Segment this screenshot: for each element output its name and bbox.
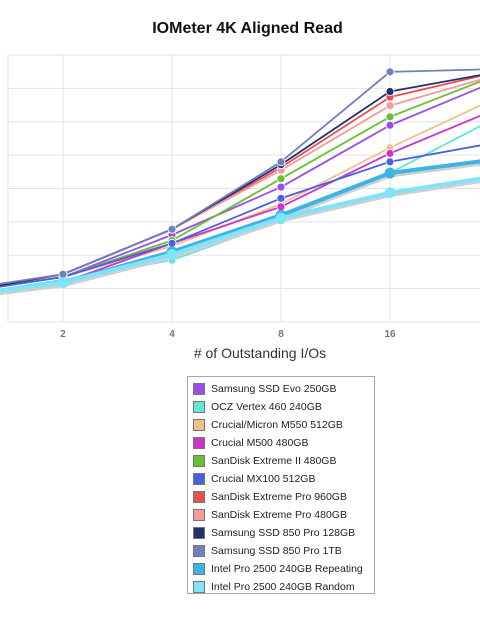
data-point[interactable] <box>385 87 395 96</box>
series-path <box>0 75 480 287</box>
x-tick-label: 8 <box>278 329 284 340</box>
data-point[interactable] <box>57 277 69 289</box>
data-point[interactable] <box>276 157 286 167</box>
series-line <box>0 74 480 287</box>
legend-swatch <box>193 527 205 539</box>
series-line <box>0 75 480 287</box>
legend: Samsung SSD Evo 250GB OCZ Vertex 460 240G… <box>187 376 375 594</box>
legend-label: Samsung SSD 850 Pro 1TB <box>211 545 342 557</box>
legend-item[interactable]: Samsung SSD Evo 250GB <box>193 380 374 398</box>
x-axis-label: # of Outstanding I/Os <box>193 345 327 361</box>
legend-swatch <box>193 491 205 503</box>
legend-label: Crucial/Micron M550 512GB <box>211 419 343 431</box>
data-point[interactable] <box>384 167 396 179</box>
legend-item[interactable]: Samsung SSD 850 Pro 1TB <box>193 542 374 560</box>
series-path <box>0 176 480 293</box>
series-line <box>0 176 480 296</box>
x-tick-label: 2 <box>60 329 66 340</box>
series-line <box>0 104 480 288</box>
data-point[interactable] <box>384 187 396 199</box>
legend-swatch <box>193 455 205 467</box>
legend-swatch <box>193 545 205 557</box>
series-path <box>0 68 480 285</box>
legend-label: Crucial MX100 512GB <box>211 473 316 485</box>
x-tick-label: 16 <box>384 329 396 340</box>
data-point[interactable] <box>385 112 395 122</box>
legend-label: Samsung SSD Evo 250GB <box>211 383 337 395</box>
data-point[interactable] <box>385 67 395 77</box>
legend-label: Samsung SSD 850 Pro 128GB <box>211 527 356 539</box>
legend-swatch <box>193 509 205 521</box>
data-point[interactable] <box>385 120 395 130</box>
legend-label: Intel Pro 2500 240GB Repeating <box>211 563 363 575</box>
legend-swatch <box>193 563 205 575</box>
data-point[interactable] <box>385 148 395 158</box>
line-chart-plot: 2 4 8 16 <box>0 54 480 340</box>
legend-swatch <box>193 581 205 593</box>
x-tick-labels: 2 4 8 16 <box>60 329 396 340</box>
legend-swatch <box>193 473 205 485</box>
legend-item[interactable]: SanDisk Extreme Pro 960GB <box>193 488 374 506</box>
legend-item[interactable]: Crucial M500 480GB <box>193 434 374 452</box>
data-point[interactable] <box>385 157 395 167</box>
legend-label: SanDisk Extreme Pro 960GB <box>211 491 347 503</box>
legend-item[interactable]: SanDisk Extreme Pro 480GB <box>193 506 374 524</box>
legend-label: SanDisk Extreme II 480GB <box>211 455 337 467</box>
legend-label: SanDisk Extreme Pro 480GB <box>211 509 347 521</box>
data-point[interactable] <box>167 238 177 248</box>
legend-label: Intel Pro 2500 240GB Random <box>211 581 355 593</box>
legend-label: OCZ Vertex 460 240GB <box>211 401 322 413</box>
data-point[interactable] <box>276 174 286 184</box>
series-path <box>0 74 480 287</box>
legend-label: Crucial M500 480GB <box>211 437 309 449</box>
legend-item[interactable]: Intel Pro 2500 240GB Random <box>193 578 374 596</box>
legend-item[interactable]: Intel Pro 2500 240GB Repeating <box>193 560 374 578</box>
series-path <box>0 159 480 293</box>
legend-item[interactable]: Samsung SSD 850 Pro 128GB <box>193 524 374 542</box>
data-point[interactable] <box>385 101 395 110</box>
data-point[interactable] <box>58 269 68 279</box>
series-line <box>0 80 480 288</box>
legend-swatch <box>193 383 205 395</box>
series-lines <box>0 67 480 296</box>
series-path <box>0 104 480 288</box>
legend-item[interactable]: Crucial/Micron M550 512GB <box>193 416 374 434</box>
series-path <box>0 144 480 288</box>
legend-item[interactable]: OCZ Vertex 460 240GB <box>193 398 374 416</box>
legend-item[interactable]: Crucial MX100 512GB <box>193 470 374 488</box>
data-point[interactable] <box>276 193 286 203</box>
data-point[interactable] <box>275 212 287 224</box>
data-point[interactable] <box>166 249 178 260</box>
legend-swatch <box>193 401 205 413</box>
x-tick-label: 4 <box>169 329 175 340</box>
legend-swatch <box>193 437 205 449</box>
series-line <box>0 78 480 287</box>
legend-item[interactable]: SanDisk Extreme II 480GB <box>193 452 374 470</box>
data-point[interactable] <box>276 202 286 212</box>
data-point[interactable] <box>167 224 177 234</box>
series-path <box>0 78 480 287</box>
series-path <box>0 80 480 288</box>
chart-title: IOMeter 4K Aligned Read <box>152 20 343 37</box>
legend-swatch <box>193 419 205 431</box>
data-point[interactable] <box>276 182 286 192</box>
